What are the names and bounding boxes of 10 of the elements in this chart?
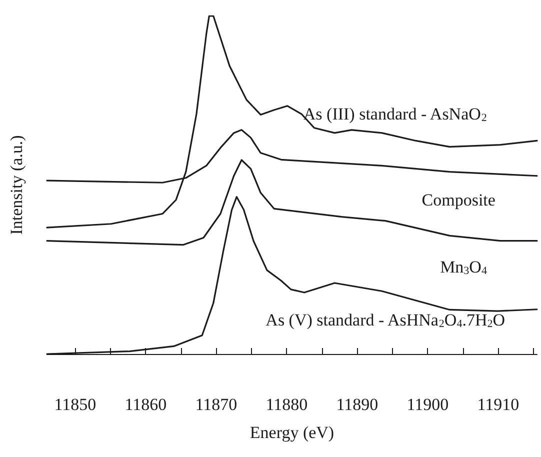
x-tick-label: 11880: [266, 395, 308, 414]
x-tick-label: 11900: [406, 395, 449, 414]
x-tick-label: 11870: [195, 395, 238, 414]
x-tick-label: 11910: [477, 395, 520, 414]
x-tick-label: 11890: [336, 395, 378, 414]
y-axis-title: Intensity (a.u.): [7, 135, 26, 235]
series-label: Composite: [422, 190, 496, 210]
x-tick-label: 11850: [54, 395, 96, 414]
x-tick-label: 11860: [124, 395, 167, 414]
x-axis-title: Energy (eV): [250, 423, 334, 442]
